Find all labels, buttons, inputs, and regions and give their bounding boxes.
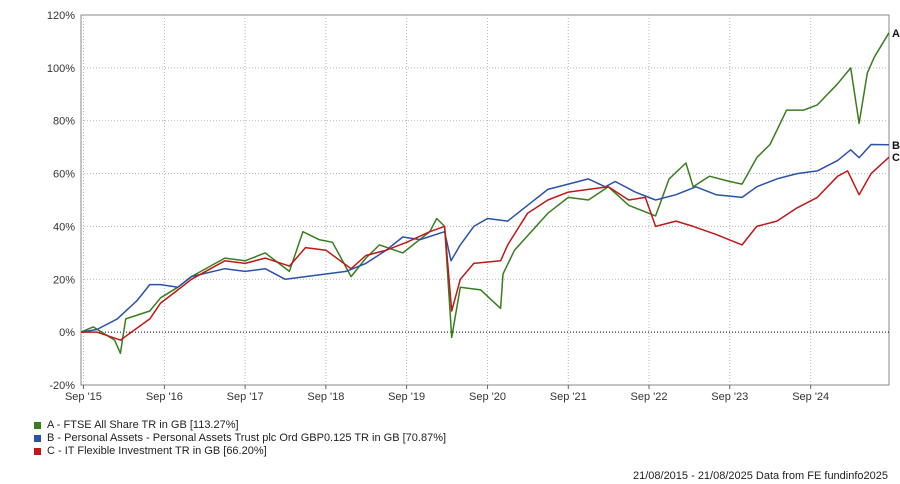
x-tick-label: Sep '16 (146, 391, 183, 403)
legend-label: B - Personal Assets - Personal Assets Tr… (47, 432, 447, 444)
x-tick-label: Sep '15 (65, 391, 102, 403)
legend-swatch (34, 422, 41, 429)
end-labels: A BC (892, 28, 900, 164)
series-line-c (81, 156, 890, 341)
end-label-b: B (892, 140, 900, 152)
x-tick-label: Sep '23 (711, 391, 748, 403)
y-tick-label: 100% (47, 63, 75, 75)
chart-canvas: -20%0%20%40%60%80%100%120% Sep '15 Sep '1… (47, 10, 900, 403)
series-line-b (80, 143, 890, 333)
y-axis-ticks: -20% 0% 20% 40% 60% 80% 100% 120% (47, 10, 75, 392)
series-line-a (80, 32, 890, 355)
source-note: 21/08/2015 - 21/08/2025 Data from FE fun… (632, 470, 888, 482)
legend-label: C - IT Flexible Investment TR in GB [66.… (47, 445, 267, 457)
plot-area (80, 14, 890, 386)
end-label-c: C (892, 152, 900, 164)
legend-item-a: A - FTSE All Share TR in GB [113.27%] (34, 419, 446, 432)
y-tick-label: 20% (53, 274, 75, 286)
legend-swatch (34, 448, 41, 455)
x-tick-label: Sep '22 (631, 391, 668, 403)
legend-item-b: B - Personal Assets - Personal Assets Tr… (34, 432, 446, 445)
x-tick-label: Sep '20 (469, 391, 506, 403)
y-tick-label: 80% (53, 116, 75, 128)
x-tick-label: Sep '24 (792, 391, 829, 403)
x-tick-label: Sep '18 (307, 391, 344, 403)
legend-label: A - FTSE All Share TR in GB [113.27%] (47, 419, 239, 431)
end-label-a: A (892, 28, 900, 40)
legend: A - FTSE All Share TR in GB [113.27%] B -… (34, 419, 446, 458)
x-tick-label: Sep '21 (550, 391, 587, 403)
legend-swatch (34, 435, 41, 442)
y-tick-label: 40% (53, 221, 75, 233)
legend-item-c: C - IT Flexible Investment TR in GB [66.… (34, 445, 446, 458)
y-tick-label: 120% (47, 10, 75, 22)
y-tick-label: -20% (49, 380, 75, 392)
x-tick-label: Sep '19 (388, 391, 425, 403)
x-tick-label: Sep '17 (227, 391, 264, 403)
series-lines (80, 32, 890, 355)
y-tick-label: 60% (53, 169, 75, 181)
x-axis-ticks: Sep '15 Sep '16 Sep '17 Sep '18 Sep '19 Sep '… (65, 385, 829, 403)
y-tick-label: 0% (59, 327, 75, 339)
